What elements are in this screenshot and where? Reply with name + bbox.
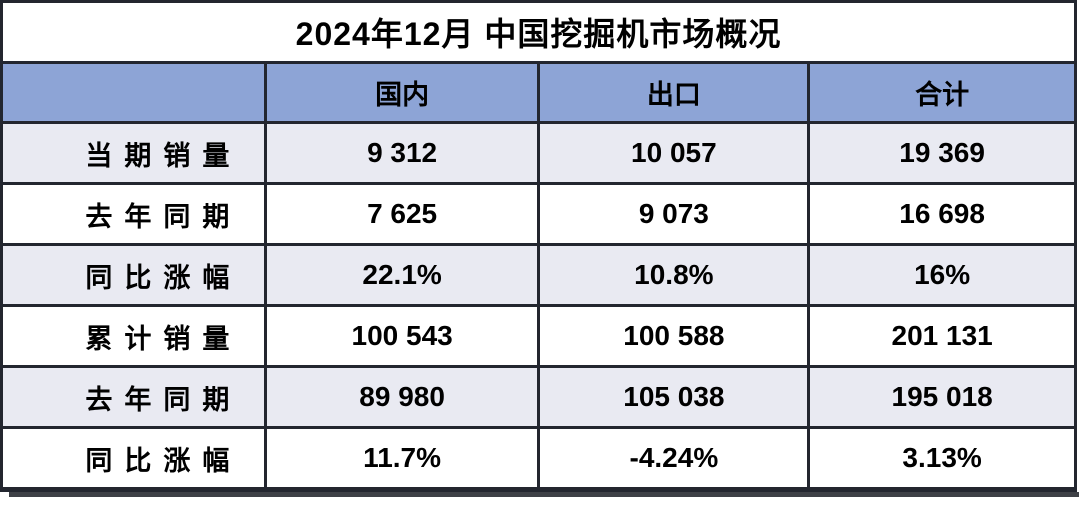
cell-cumulative-last-year-domestic: 89 980 <box>263 365 541 429</box>
market-table-container: 2024年12月 中国挖掘机市场概况 国内 出口 合计 当期销量 9 312 1… <box>0 0 1077 497</box>
row-cumulative-yoy-change: 同比涨幅 11.7% -4.24% 3.13% <box>0 426 1077 491</box>
row-label-text: 去年同期 <box>85 384 242 415</box>
cell-last-year-export: 9 073 <box>537 182 811 246</box>
row-label: 同比涨幅 <box>0 426 267 491</box>
cell-last-year-total: 16 698 <box>807 182 1077 246</box>
excavator-market-table: 2024年12月 中国挖掘机市场概况 国内 出口 合计 当期销量 9 312 1… <box>0 0 1077 492</box>
cell-yoy-domestic: 22.1% <box>263 243 541 307</box>
header-row: 国内 出口 合计 <box>0 61 1077 124</box>
cell-current-sales-total: 19 369 <box>807 121 1077 185</box>
page-title: 2024年12月 中国挖掘机市场概况 <box>0 0 1077 64</box>
header-export: 出口 <box>537 61 811 124</box>
row-yoy-change: 同比涨幅 22.1% 10.8% 16% <box>0 243 1077 307</box>
row-label: 去年同期 <box>0 365 267 429</box>
header-total: 合计 <box>807 61 1077 124</box>
row-label-text: 同比涨幅 <box>85 262 242 293</box>
cell-cumulative-total: 201 131 <box>807 304 1077 368</box>
header-empty-cell <box>0 61 267 124</box>
row-label: 当期销量 <box>0 121 267 185</box>
cell-yoy-export: 10.8% <box>537 243 811 307</box>
cell-cumulative-export: 100 588 <box>537 304 811 368</box>
cell-last-year-domestic: 7 625 <box>263 182 541 246</box>
header-domestic: 国内 <box>263 61 541 124</box>
row-last-year-period: 去年同期 7 625 9 073 16 698 <box>0 182 1077 246</box>
cell-cumulative-last-year-export: 105 038 <box>537 365 811 429</box>
row-cumulative-last-year: 去年同期 89 980 105 038 195 018 <box>0 365 1077 429</box>
row-label-text: 累计销量 <box>85 323 242 354</box>
row-label-text: 去年同期 <box>85 201 242 232</box>
row-label-text: 当期销量 <box>85 140 242 171</box>
cell-current-sales-domestic: 9 312 <box>263 121 541 185</box>
cell-cumulative-domestic: 100 543 <box>263 304 541 368</box>
row-label: 同比涨幅 <box>0 243 267 307</box>
cell-current-sales-export: 10 057 <box>537 121 811 185</box>
row-label-text: 同比涨幅 <box>85 445 242 476</box>
title-row: 2024年12月 中国挖掘机市场概况 <box>0 0 1077 64</box>
row-label: 累计销量 <box>0 304 267 368</box>
cell-cumulative-yoy-domestic: 11.7% <box>263 426 541 491</box>
cell-yoy-total: 16% <box>807 243 1077 307</box>
row-cumulative-sales: 累计销量 100 543 100 588 201 131 <box>0 304 1077 368</box>
cell-cumulative-yoy-total: 3.13% <box>807 426 1077 491</box>
row-current-sales: 当期销量 9 312 10 057 19 369 <box>0 121 1077 185</box>
cell-cumulative-yoy-export: -4.24% <box>537 426 811 491</box>
row-label: 去年同期 <box>0 182 267 246</box>
cell-cumulative-last-year-total: 195 018 <box>807 365 1077 429</box>
